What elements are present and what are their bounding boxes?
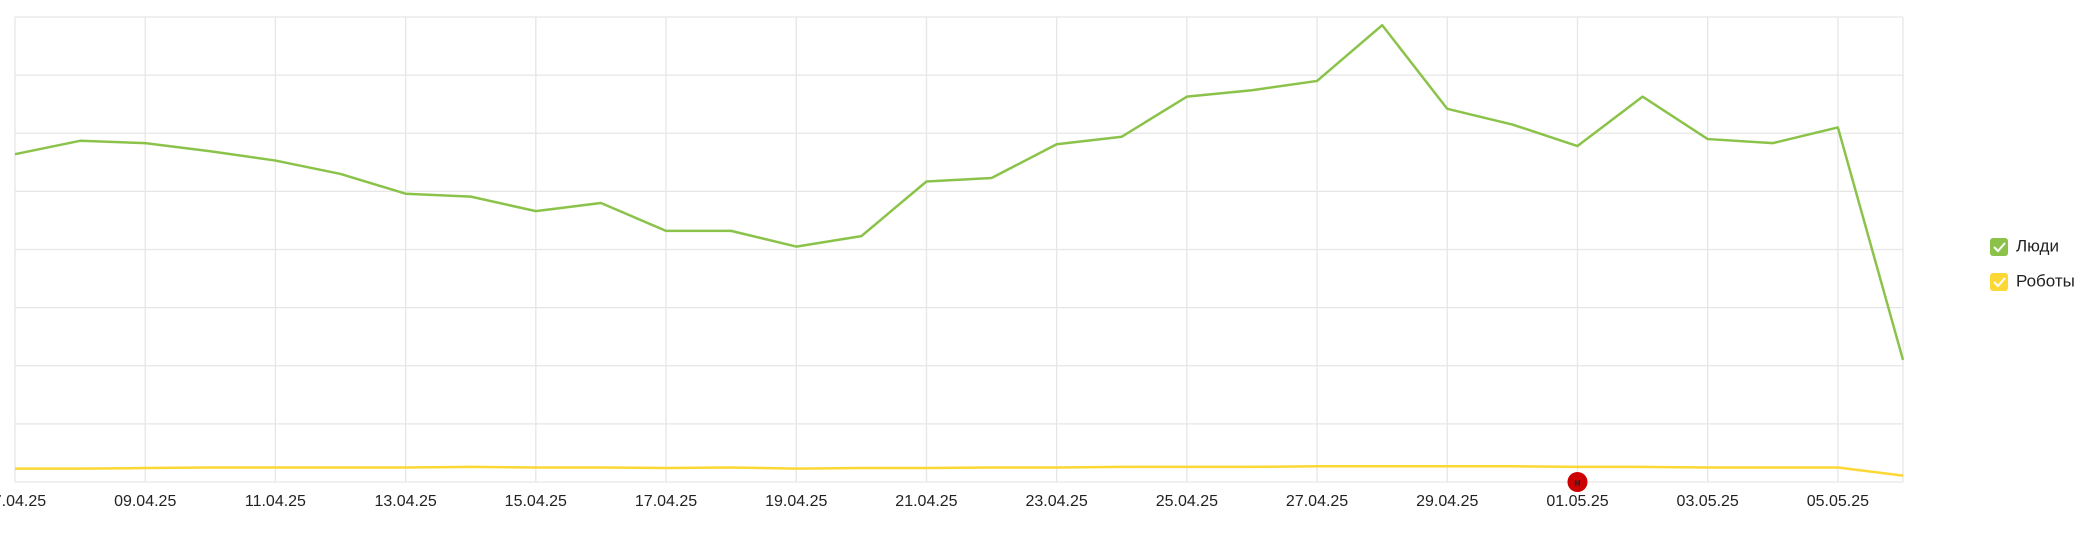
series-line [15, 465, 1904, 477]
x-tick-label: 09.04.25 [114, 493, 176, 510]
legend-check [1993, 277, 2006, 288]
x-tick-label: 17.04.25 [635, 493, 697, 510]
legend-label: Роботы [2016, 271, 2075, 290]
legend-item[interactable]: Люди [1990, 236, 2059, 256]
x-tick-label: 07.04.25 [0, 493, 46, 510]
x-tick-label: 27.04.25 [1286, 493, 1348, 510]
legend-check [1993, 242, 2006, 253]
legend-checkbox [1990, 238, 2008, 256]
x-tick-label: 21.04.25 [895, 493, 957, 510]
annotation-marker [1567, 472, 1588, 492]
x-tick-label: 25.04.25 [1156, 493, 1218, 510]
legend-checkbox [1990, 273, 2008, 291]
x-tick-label: 01.05.25 [1546, 493, 1608, 510]
legend-label: Люди [2016, 236, 2059, 255]
x-tick-label: 03.05.25 [1677, 493, 1739, 510]
x-tick-label: 29.04.25 [1416, 493, 1478, 510]
x-tick-label: 11.04.25 [245, 493, 306, 510]
legend-item[interactable]: Роботы [1990, 271, 2075, 291]
series-line [14, 23, 1905, 361]
x-tick-label: 15.04.25 [505, 493, 567, 510]
x-tick-label: 13.04.25 [374, 493, 436, 510]
annotation-text: н [1574, 477, 1581, 489]
x-tick-label: 23.04.25 [1026, 493, 1088, 510]
x-tick-label: 05.05.25 [1807, 493, 1869, 510]
annotation: н [1567, 472, 1588, 492]
x-tick-label: 19.04.25 [765, 493, 827, 510]
